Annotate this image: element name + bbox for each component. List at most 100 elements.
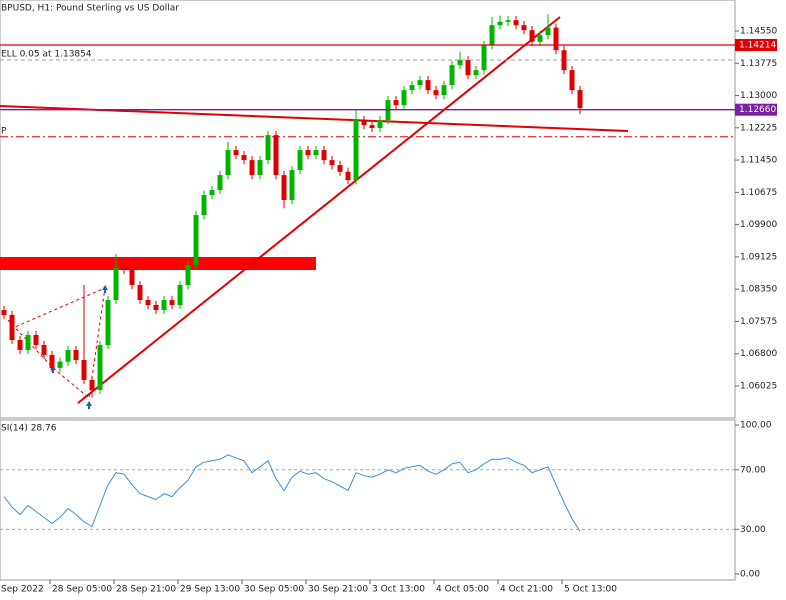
y-tick-label: 30.00 xyxy=(740,525,766,535)
candle-body xyxy=(553,27,559,51)
candle-body xyxy=(489,25,495,46)
y-tick-label: 100.00 xyxy=(740,421,772,431)
candle-body xyxy=(73,349,79,360)
candle-body xyxy=(513,20,519,26)
y-tick-label: 1.12225 xyxy=(740,123,777,133)
arrow xyxy=(102,285,108,293)
candle-body xyxy=(289,170,295,201)
candle-body xyxy=(89,379,95,390)
rsi-title: SI(14) 28.76 xyxy=(1,424,57,434)
candle-body xyxy=(401,90,407,106)
candle-body xyxy=(97,344,103,390)
x-tick-label: 3 Oct 13:00 xyxy=(372,585,425,595)
candle-body xyxy=(433,90,439,96)
candle-body xyxy=(169,300,175,306)
candle-body xyxy=(217,175,223,191)
zone xyxy=(0,257,316,270)
y-tick-label: 1.09900 xyxy=(740,220,777,230)
candle-body xyxy=(257,160,263,176)
candle-body xyxy=(281,175,287,201)
candle-body xyxy=(457,60,463,66)
level-label: 1.12660 xyxy=(739,105,776,115)
candle-body xyxy=(425,80,431,91)
x-tick-label: 30 Sep 05:00 xyxy=(244,585,304,595)
arrow xyxy=(86,401,92,409)
candle-body xyxy=(233,150,239,156)
arrows xyxy=(50,285,108,409)
candle-body xyxy=(177,285,183,306)
chart-title: BPUSD, H1: Pound Sterling vs US Dollar xyxy=(1,4,179,14)
level-label: 1.14214 xyxy=(739,40,776,50)
order-label: P xyxy=(1,126,7,136)
candle-body xyxy=(449,65,455,86)
y-tick-label: 1.10675 xyxy=(740,188,777,198)
candle-body xyxy=(569,70,575,91)
candle-body xyxy=(273,135,279,176)
candle-body xyxy=(369,125,375,129)
rsi-panel xyxy=(0,419,736,581)
candle-body xyxy=(393,100,399,106)
y-tick-label: 1.13000 xyxy=(740,91,777,101)
x-tick-label: 4 Oct 05:00 xyxy=(436,585,489,595)
candle-body xyxy=(121,267,127,271)
candle-body xyxy=(561,50,567,71)
x-tick-label: Sep 2022 xyxy=(1,585,44,595)
x-tick-label: 5 Oct 13:00 xyxy=(564,585,617,595)
candle-body xyxy=(361,120,367,126)
candle-body xyxy=(545,27,551,36)
candle-body xyxy=(17,339,23,350)
y-tick-label: 1.14550 xyxy=(740,26,777,36)
y-tick-label: 1.09125 xyxy=(740,252,777,262)
candle-body xyxy=(377,120,383,129)
zigzag xyxy=(7,287,106,399)
candle-body xyxy=(161,300,167,311)
candle-body xyxy=(193,215,199,266)
candle-body xyxy=(473,70,479,76)
candle-body xyxy=(481,45,487,71)
candle-body xyxy=(209,190,215,196)
candle-body xyxy=(9,315,15,340)
main-panel xyxy=(0,0,736,419)
candle-body xyxy=(297,150,303,171)
candle-body xyxy=(305,150,311,156)
candle-body xyxy=(441,85,447,96)
candle-body xyxy=(465,60,471,76)
candle-body xyxy=(185,265,191,286)
candle-body xyxy=(521,25,527,31)
candle-body xyxy=(537,35,543,42)
x-tick-label: 30 Sep 21:00 xyxy=(308,585,368,595)
candle-body xyxy=(337,165,343,172)
candle-body xyxy=(201,195,207,216)
candle-body xyxy=(49,354,55,368)
y-tick-label: 1.08350 xyxy=(740,285,777,295)
rsi-line xyxy=(3,454,581,532)
candle-body xyxy=(113,267,119,301)
candle-body xyxy=(65,349,71,362)
candle-body xyxy=(497,21,503,26)
arrow xyxy=(50,365,56,373)
level-box xyxy=(735,38,777,51)
candle-body xyxy=(265,135,271,161)
candle-body xyxy=(1,310,7,316)
order-label: ELL 0.05 at 1.13854 xyxy=(1,49,92,59)
level-box xyxy=(735,103,777,116)
candle-body xyxy=(153,305,159,311)
candle-body xyxy=(417,80,423,86)
candle-body xyxy=(321,150,327,161)
y-tick-label: 70.00 xyxy=(740,465,766,475)
candle-body xyxy=(225,150,231,176)
candle-body xyxy=(313,150,319,156)
candle-body xyxy=(129,270,135,286)
x-tick-label: 4 Oct 21:00 xyxy=(500,585,553,595)
candle-body xyxy=(353,120,359,181)
candle-body xyxy=(25,334,31,350)
candle-body xyxy=(409,85,415,91)
y-tick-label: 1.07575 xyxy=(740,317,777,327)
candle-body xyxy=(345,171,351,181)
y-tick-label: 1.13775 xyxy=(740,59,777,69)
x-tick-label: 29 Sep 13:00 xyxy=(180,585,240,595)
y-tick-label: 0.00 xyxy=(740,570,760,580)
candle-body xyxy=(241,155,247,161)
candle-body xyxy=(577,90,583,109)
